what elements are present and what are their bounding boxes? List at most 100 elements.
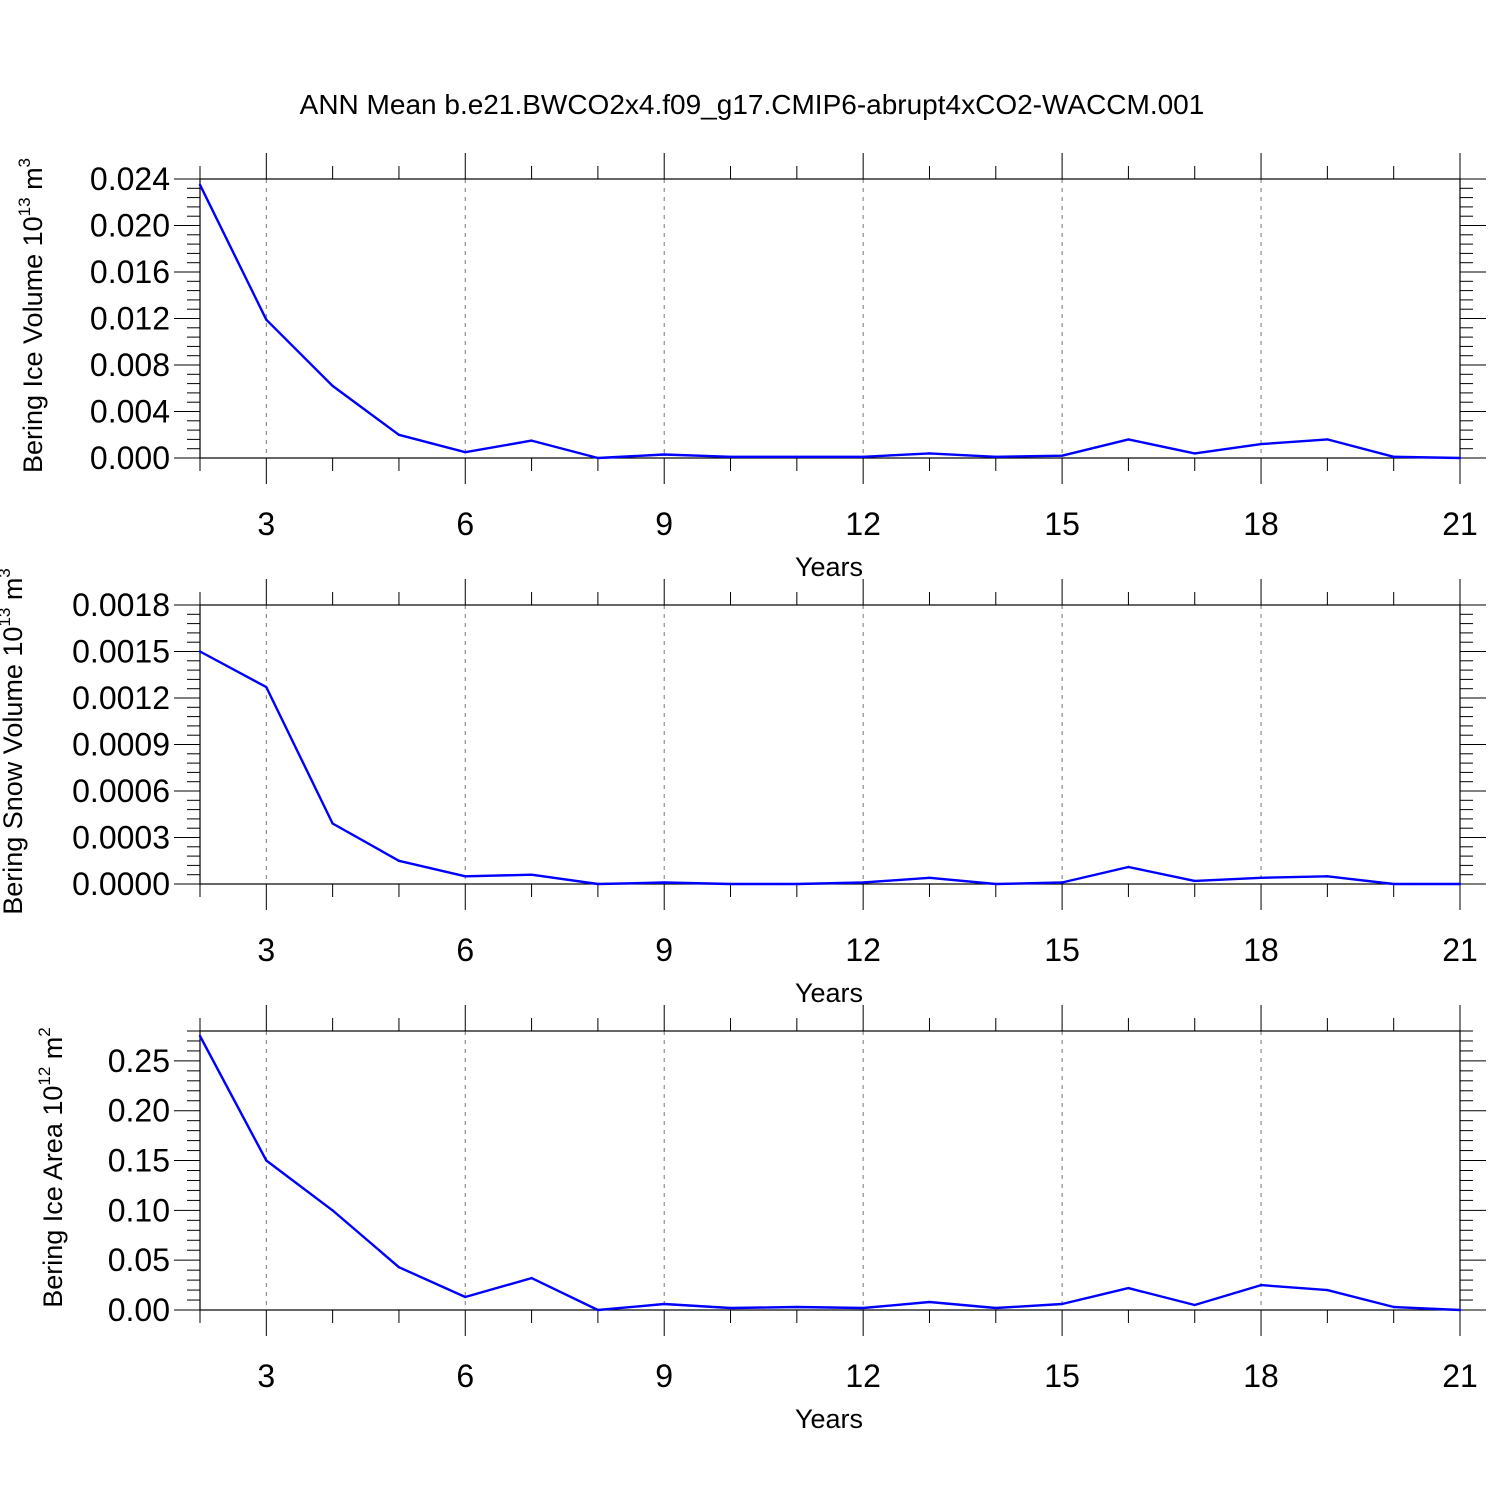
x-tick-label: 12 — [845, 932, 881, 968]
data-point — [1326, 438, 1329, 441]
data-point — [795, 1305, 799, 1309]
data-point — [530, 873, 533, 876]
data-point — [861, 881, 865, 884]
data-point — [1127, 438, 1130, 441]
x-tick-label: 6 — [456, 1358, 474, 1394]
data-point — [1193, 879, 1196, 883]
data-point — [795, 455, 799, 459]
data-point — [464, 450, 467, 454]
data-point — [928, 452, 931, 455]
panel-3: 0.00 0.05 0.10 0.15 0.20 0.25 3 6 9 12 15 18 21 Years… — [35, 1005, 1486, 1434]
y-tick-label: 0.0012 — [72, 680, 170, 716]
y-tick-label: 0.25 — [108, 1043, 170, 1079]
data-point — [1060, 454, 1064, 457]
data-point — [1259, 1283, 1263, 1287]
x-tick-label: 6 — [456, 506, 474, 542]
y-axis-label: Bering Ice Area 1012 m2 — [35, 1027, 68, 1308]
data-point — [265, 318, 268, 321]
data-point — [994, 455, 997, 459]
data-point — [530, 439, 533, 442]
x-tick-label: 12 — [845, 1358, 881, 1394]
x-tick-label: 12 — [845, 506, 881, 542]
x-tick-label: 3 — [257, 1358, 275, 1394]
x-tick-label: 6 — [456, 932, 474, 968]
data-point — [596, 456, 600, 460]
data-point — [1193, 452, 1196, 455]
data-point — [1392, 882, 1395, 886]
data-point — [663, 453, 666, 456]
data-point — [198, 183, 202, 187]
plot-frame — [199, 604, 1461, 885]
data-point — [1392, 455, 1395, 459]
data-point — [198, 1034, 202, 1038]
plot-frame — [199, 1030, 1461, 1311]
x-tick-label: 9 — [655, 506, 673, 542]
x-tick-label: 21 — [1442, 1358, 1478, 1394]
data-point — [265, 1159, 268, 1162]
data-point — [198, 650, 202, 653]
y-tick-label: 0.004 — [90, 394, 170, 430]
data-point — [265, 685, 268, 689]
x-tick-label: 3 — [257, 506, 275, 542]
x-tick-label: 21 — [1442, 932, 1478, 968]
data-point — [596, 1308, 600, 1312]
data-point — [928, 876, 931, 879]
data-point — [397, 1265, 401, 1269]
data-point — [1458, 456, 1462, 460]
series-line — [198, 1035, 1461, 1312]
y-tick-label: 0.020 — [90, 208, 170, 244]
data-point — [1259, 442, 1263, 446]
data-point — [663, 1302, 666, 1306]
y-axis-label: Bering Snow Volume 1013 m3 — [0, 568, 28, 915]
data-point — [397, 433, 401, 436]
x-axis-label: Years — [795, 552, 863, 582]
data-point — [1193, 1303, 1196, 1307]
y-axis-label: Bering Ice Volume 1013 m3 — [15, 158, 48, 473]
y-tick-label: 0.05 — [108, 1242, 170, 1278]
data-point — [1127, 865, 1130, 869]
y-tick-label: 0.0009 — [72, 727, 170, 763]
data-point — [397, 859, 401, 862]
data-point — [1458, 882, 1462, 886]
x-tick-label: 9 — [655, 932, 673, 968]
data-point — [928, 1300, 931, 1304]
data-point — [729, 455, 732, 459]
data-point — [795, 882, 799, 886]
data-point — [861, 1306, 865, 1310]
data-point — [464, 1295, 467, 1299]
data-point — [331, 384, 334, 388]
data-point — [530, 1276, 533, 1280]
data-point — [994, 882, 997, 886]
y-tick-label: 0.15 — [108, 1143, 170, 1179]
y-tick-label: 0.10 — [108, 1192, 170, 1228]
x-tick-label: 18 — [1243, 1358, 1279, 1394]
series-line — [198, 184, 1461, 460]
panel-1: 0.000 0.004 0.008 0.012 0.016 0.020 0.024 3 6 9 12… — [15, 153, 1486, 582]
x-tick-label: 15 — [1044, 932, 1080, 968]
data-point — [663, 881, 666, 884]
y-tick-label: 0.0018 — [72, 587, 170, 623]
x-axis-label: Years — [795, 1404, 863, 1434]
series-line — [199, 650, 1460, 886]
data-point — [596, 882, 600, 886]
data-point — [1326, 875, 1329, 878]
y-tick-label: 0.024 — [90, 161, 170, 197]
data-point — [994, 1306, 997, 1310]
y-tick-label: 0.0000 — [72, 866, 170, 902]
y-tick-label: 0.0003 — [72, 820, 170, 856]
x-tick-label: 15 — [1044, 506, 1080, 542]
data-point — [1060, 1302, 1064, 1306]
x-tick-label: 18 — [1243, 932, 1279, 968]
y-tick-label: 0.0015 — [72, 634, 170, 670]
data-point — [331, 822, 334, 825]
data-point — [729, 1306, 732, 1310]
panel-2: 0.0000 0.0003 0.0006 0.0009 0.0012 0.0015 0.00… — [0, 568, 1486, 1008]
data-point — [1259, 876, 1263, 879]
data-point — [1060, 881, 1064, 884]
data-point — [729, 882, 732, 886]
plot-frame — [199, 178, 1461, 459]
y-tick-label: 0.0006 — [72, 773, 170, 809]
data-point — [1127, 1286, 1130, 1290]
data-point — [1392, 1305, 1395, 1309]
y-tick-label: 0.008 — [90, 347, 170, 383]
